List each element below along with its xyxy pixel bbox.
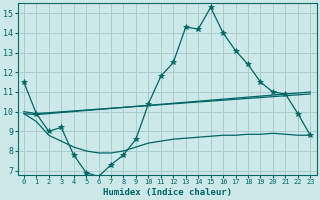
X-axis label: Humidex (Indice chaleur): Humidex (Indice chaleur) [103, 188, 232, 197]
